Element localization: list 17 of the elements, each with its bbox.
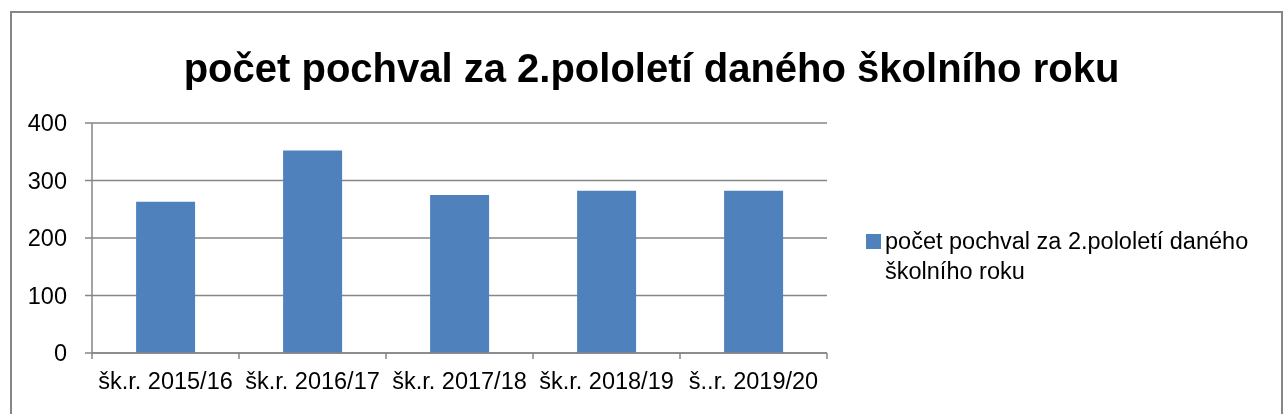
chart-title: počet pochval za 2.pololetí daného školního roku xyxy=(182,45,1121,92)
legend-label: počet pochval za 2.pololetí daného školního roku xyxy=(885,227,1250,286)
bar xyxy=(430,194,490,353)
x-tick-label: šk.r. 2015/16 xyxy=(98,367,233,394)
y-tick-label: 400 xyxy=(27,110,67,137)
y-tick-label: 200 xyxy=(27,225,67,252)
y-tick-label: 0 xyxy=(53,340,67,367)
y-tick-label: 100 xyxy=(27,282,67,309)
bar xyxy=(136,201,196,353)
bar xyxy=(577,190,637,353)
y-tick-label: 300 xyxy=(27,167,67,194)
bar xyxy=(283,150,343,353)
x-tick-label: šk.r. 2016/17 xyxy=(245,367,380,394)
x-tick-label: šk.r. 2017/18 xyxy=(392,367,527,394)
x-tick-label: š..r. 2019/20 xyxy=(688,367,819,394)
bar xyxy=(724,190,784,353)
x-tick-label: šk.r. 2018/19 xyxy=(539,367,674,394)
